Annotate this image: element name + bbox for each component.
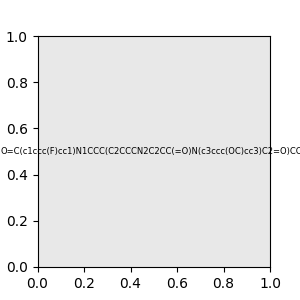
Text: O=C(c1ccc(F)cc1)N1CCC(C2CCCN2C2CC(=O)N(c3ccc(OC)cc3)C2=O)CC1: O=C(c1ccc(F)cc1)N1CCC(C2CCCN2C2CC(=O)N(c… [0,147,300,156]
